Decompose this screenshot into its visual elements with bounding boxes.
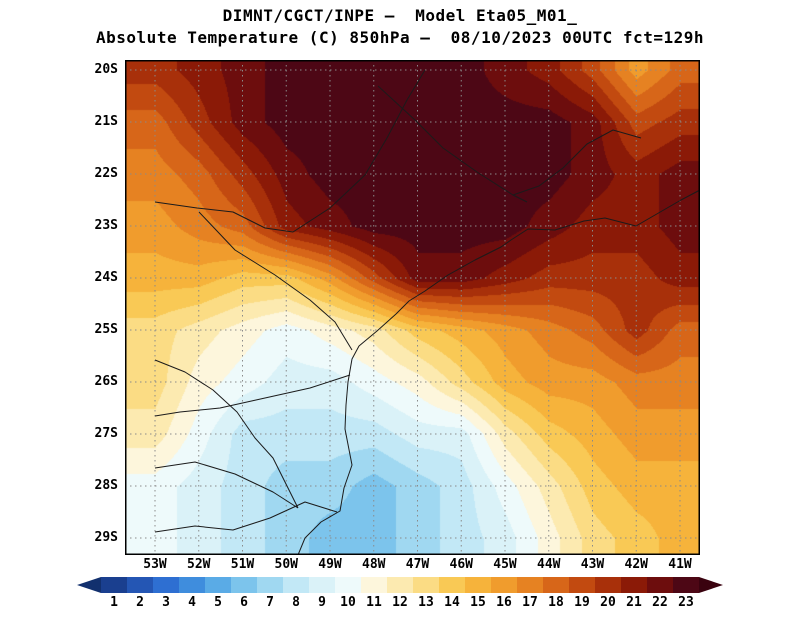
colorbar-value: 16 xyxy=(496,595,512,610)
colorbar-value: 2 xyxy=(136,595,144,610)
lat-label-25S: 25S xyxy=(94,322,118,337)
lon-label-50W: 50W xyxy=(274,557,298,572)
lon-label-48W: 48W xyxy=(362,557,386,572)
colorbar-value: 23 xyxy=(678,595,694,610)
lat-label-21S: 21S xyxy=(94,114,118,129)
lon-label-44W: 44W xyxy=(537,557,561,572)
lat-label-27S: 27S xyxy=(94,426,118,441)
map-overlay xyxy=(125,60,700,555)
lat-label-23S: 23S xyxy=(94,218,118,233)
colorbar-seg-22 xyxy=(647,577,673,593)
colorbar-labels: 1 2 3 4 5 6 7 8 9 10 11 12 13 14 15 16 17 18 19 20 21 22 23 xyxy=(101,595,699,610)
colorbar-seg-19 xyxy=(569,577,595,593)
lon-label-46W: 46W xyxy=(449,557,473,572)
colorbar-value: 1 xyxy=(110,595,118,610)
chart-title-line2: Absolute Temperature (C) 850hPa — 08/10/… xyxy=(96,28,704,47)
lon-label-53W: 53W xyxy=(143,557,167,572)
colorbar-value: 18 xyxy=(548,595,564,610)
colorbar-seg-21 xyxy=(621,577,647,593)
colorbar-seg-10 xyxy=(335,577,361,593)
colorbar-seg-9 xyxy=(309,577,335,593)
colorbar-value: 12 xyxy=(392,595,408,610)
lon-label-52W: 52W xyxy=(187,557,211,572)
lat-axis: 20S 21S 22S 23S 24S 25S 26S 27S 28S 29S xyxy=(84,60,118,555)
colorbar-value: 21 xyxy=(626,595,642,610)
colorbar-value: 17 xyxy=(522,595,538,610)
colorbar-seg-16 xyxy=(491,577,517,593)
colorbar-value: 19 xyxy=(574,595,590,610)
colorbar-value: 10 xyxy=(340,595,356,610)
lat-label-24S: 24S xyxy=(94,270,118,285)
chart-title-line1: DIMNT/CGCT/INPE — Model Eta05_M01_ xyxy=(222,6,578,25)
geography xyxy=(154,69,700,555)
map-plot xyxy=(125,60,700,555)
colorbar xyxy=(77,577,723,593)
colorbar-seg-11 xyxy=(361,577,387,593)
lon-label-43W: 43W xyxy=(580,557,605,572)
lat-label-20S: 20S xyxy=(94,62,118,77)
plot-frame xyxy=(125,60,700,555)
lon-label-41W: 41W xyxy=(668,557,692,572)
colorbar-value: 6 xyxy=(240,595,248,610)
colorbar-seg-17 xyxy=(517,577,543,593)
lon-axis: 53W 52W 51W 50W 49W 48W 47W 46W 45W 44W 43W 42W 41W xyxy=(125,557,700,575)
colorbar-seg-14 xyxy=(439,577,465,593)
colorbar-seg-7 xyxy=(257,577,283,593)
gridlines xyxy=(125,60,700,555)
colorbar-value: 20 xyxy=(600,595,616,610)
lon-label-49W: 49W xyxy=(318,557,342,572)
lat-label-26S: 26S xyxy=(94,374,118,389)
colorbar-left-arrow xyxy=(77,577,101,593)
colorbar-value: 15 xyxy=(470,595,486,610)
colorbar-value: 8 xyxy=(292,595,300,610)
colorbar-seg-2 xyxy=(127,577,153,593)
colorbar-value: 4 xyxy=(188,595,196,610)
colorbar-value: 7 xyxy=(266,595,274,610)
colorbar-seg-15 xyxy=(465,577,491,593)
lon-label-51W: 51W xyxy=(230,557,255,572)
colorbar-right-arrow xyxy=(699,577,723,593)
state-boundaries xyxy=(154,69,642,533)
colorbar-seg-8 xyxy=(283,577,309,593)
colorbar-seg-4 xyxy=(179,577,205,593)
lat-label-28S: 28S xyxy=(94,478,118,493)
colorbar-seg-12 xyxy=(387,577,413,593)
colorbar-seg-3 xyxy=(153,577,179,593)
lat-label-29S: 29S xyxy=(94,530,118,545)
colorbar-value: 3 xyxy=(162,595,170,610)
temperature-field xyxy=(125,60,700,555)
colorbar-value: 13 xyxy=(418,595,434,610)
colorbar-seg-20 xyxy=(595,577,621,593)
lat-label-22S: 22S xyxy=(94,166,118,181)
colorbar-seg-5 xyxy=(205,577,231,593)
colorbar-value: 9 xyxy=(318,595,326,610)
colorbar-seg-1 xyxy=(101,577,127,593)
colorbar-value: 11 xyxy=(366,595,382,610)
colorbar-seg-6 xyxy=(231,577,257,593)
colorbar-value: 5 xyxy=(214,595,222,610)
lon-label-42W: 42W xyxy=(624,557,648,572)
colorbar-seg-13 xyxy=(413,577,439,593)
lon-label-47W: 47W xyxy=(405,557,430,572)
colorbar-seg-23 xyxy=(673,577,699,593)
lon-label-45W: 45W xyxy=(493,557,517,572)
colorbar-seg-18 xyxy=(543,577,569,593)
coastline xyxy=(297,189,700,555)
colorbar-value: 14 xyxy=(444,595,460,610)
colorbar-value: 22 xyxy=(652,595,668,610)
